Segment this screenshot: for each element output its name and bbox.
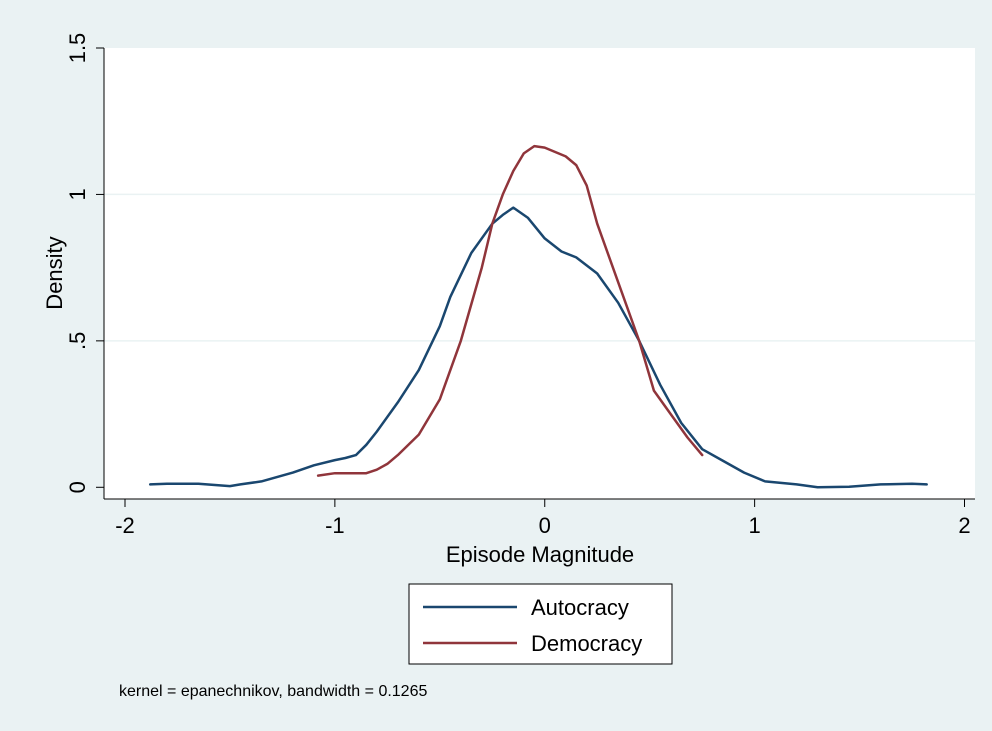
legend-label-autocracy: Autocracy <box>531 595 629 620</box>
y-tick-label: 1.5 <box>65 33 90 64</box>
series-line-autocracy <box>148 206 928 489</box>
y-tick-label: .5 <box>65 332 90 350</box>
kernel-note: kernel = epanechnikov, bandwidth = 0.126… <box>119 683 427 700</box>
x-tick-label: 1 <box>749 513 761 538</box>
y-axis-label: Density <box>42 236 67 309</box>
legend-box <box>408 583 673 665</box>
x-tick-label: -1 <box>325 513 345 538</box>
y-ticks: 0 .5 1 1.5 <box>65 33 104 493</box>
plot-area <box>104 48 975 499</box>
y-tick-label: 1 <box>65 188 90 200</box>
series-line-democracy <box>316 144 704 477</box>
legend-label-democracy: Democracy <box>531 631 642 656</box>
grid-lines <box>104 193 975 342</box>
x-tick-label: 2 <box>958 513 970 538</box>
series-layer <box>148 144 928 489</box>
x-axis-label: Episode Magnitude <box>446 542 634 567</box>
x-ticks: -2 -1 0 1 2 <box>115 499 971 538</box>
axes <box>103 48 975 500</box>
legend: Autocracy Democracy <box>408 583 673 665</box>
x-tick-label: -2 <box>115 513 135 538</box>
y-tick-label: 0 <box>65 481 90 493</box>
x-tick-label: 0 <box>539 513 551 538</box>
